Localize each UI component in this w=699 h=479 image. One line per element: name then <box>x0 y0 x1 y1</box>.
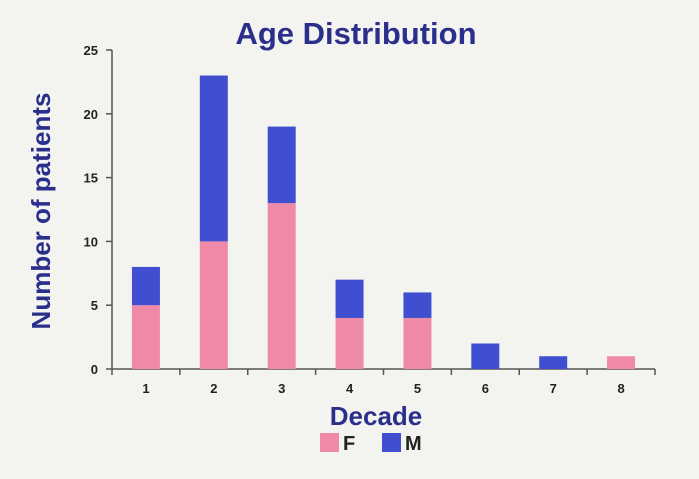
y-ticks: 0 5 10 15 20 25 <box>84 43 112 377</box>
x-tick-label: 7 <box>550 381 557 396</box>
y-tick-label: 15 <box>84 171 98 186</box>
y-tick-label: 20 <box>84 107 98 122</box>
bar-F-decade-4 <box>335 317 364 369</box>
y-tick-label: 25 <box>84 43 98 58</box>
bar-M-decade-7 <box>539 356 568 369</box>
bar-F-decade-8 <box>607 356 636 369</box>
x-tick-label: 1 <box>142 381 149 396</box>
bar-M-decade-6 <box>471 343 500 369</box>
x-tick-label: 2 <box>210 381 217 396</box>
bar-M-decade-4 <box>335 279 364 318</box>
legend-swatch-M <box>382 433 401 452</box>
x-tick-label: 4 <box>346 381 354 396</box>
x-tick-label: 5 <box>414 381 421 396</box>
bar-M-decade-5 <box>403 292 432 318</box>
bar-F-decade-5 <box>403 317 432 369</box>
y-tick-label: 10 <box>84 234 98 249</box>
x-ticks: 1 2 3 4 5 6 7 8 <box>111 369 656 396</box>
bars <box>131 75 636 369</box>
y-axis-label: Number of patients <box>26 93 56 330</box>
y-tick-label: 0 <box>91 362 98 377</box>
chart-title: Age Distribution <box>235 16 476 51</box>
bar-F-decade-1 <box>131 305 160 369</box>
legend-label-F: F <box>343 433 355 455</box>
y-tick-label: 5 <box>91 298 98 313</box>
bar-M-decade-2 <box>199 75 228 242</box>
x-tick-label: 3 <box>278 381 285 396</box>
bar-F-decade-2 <box>199 241 228 369</box>
x-axis-label: Decade <box>330 401 423 431</box>
bar-M-decade-1 <box>131 266 160 306</box>
bar-F-decade-3 <box>267 203 296 369</box>
bar-M-decade-3 <box>267 126 296 204</box>
x-tick-label: 8 <box>617 381 624 396</box>
legend-label-M: M <box>405 433 422 455</box>
x-tick-label: 6 <box>482 381 489 396</box>
legend-swatch-F <box>320 433 339 452</box>
